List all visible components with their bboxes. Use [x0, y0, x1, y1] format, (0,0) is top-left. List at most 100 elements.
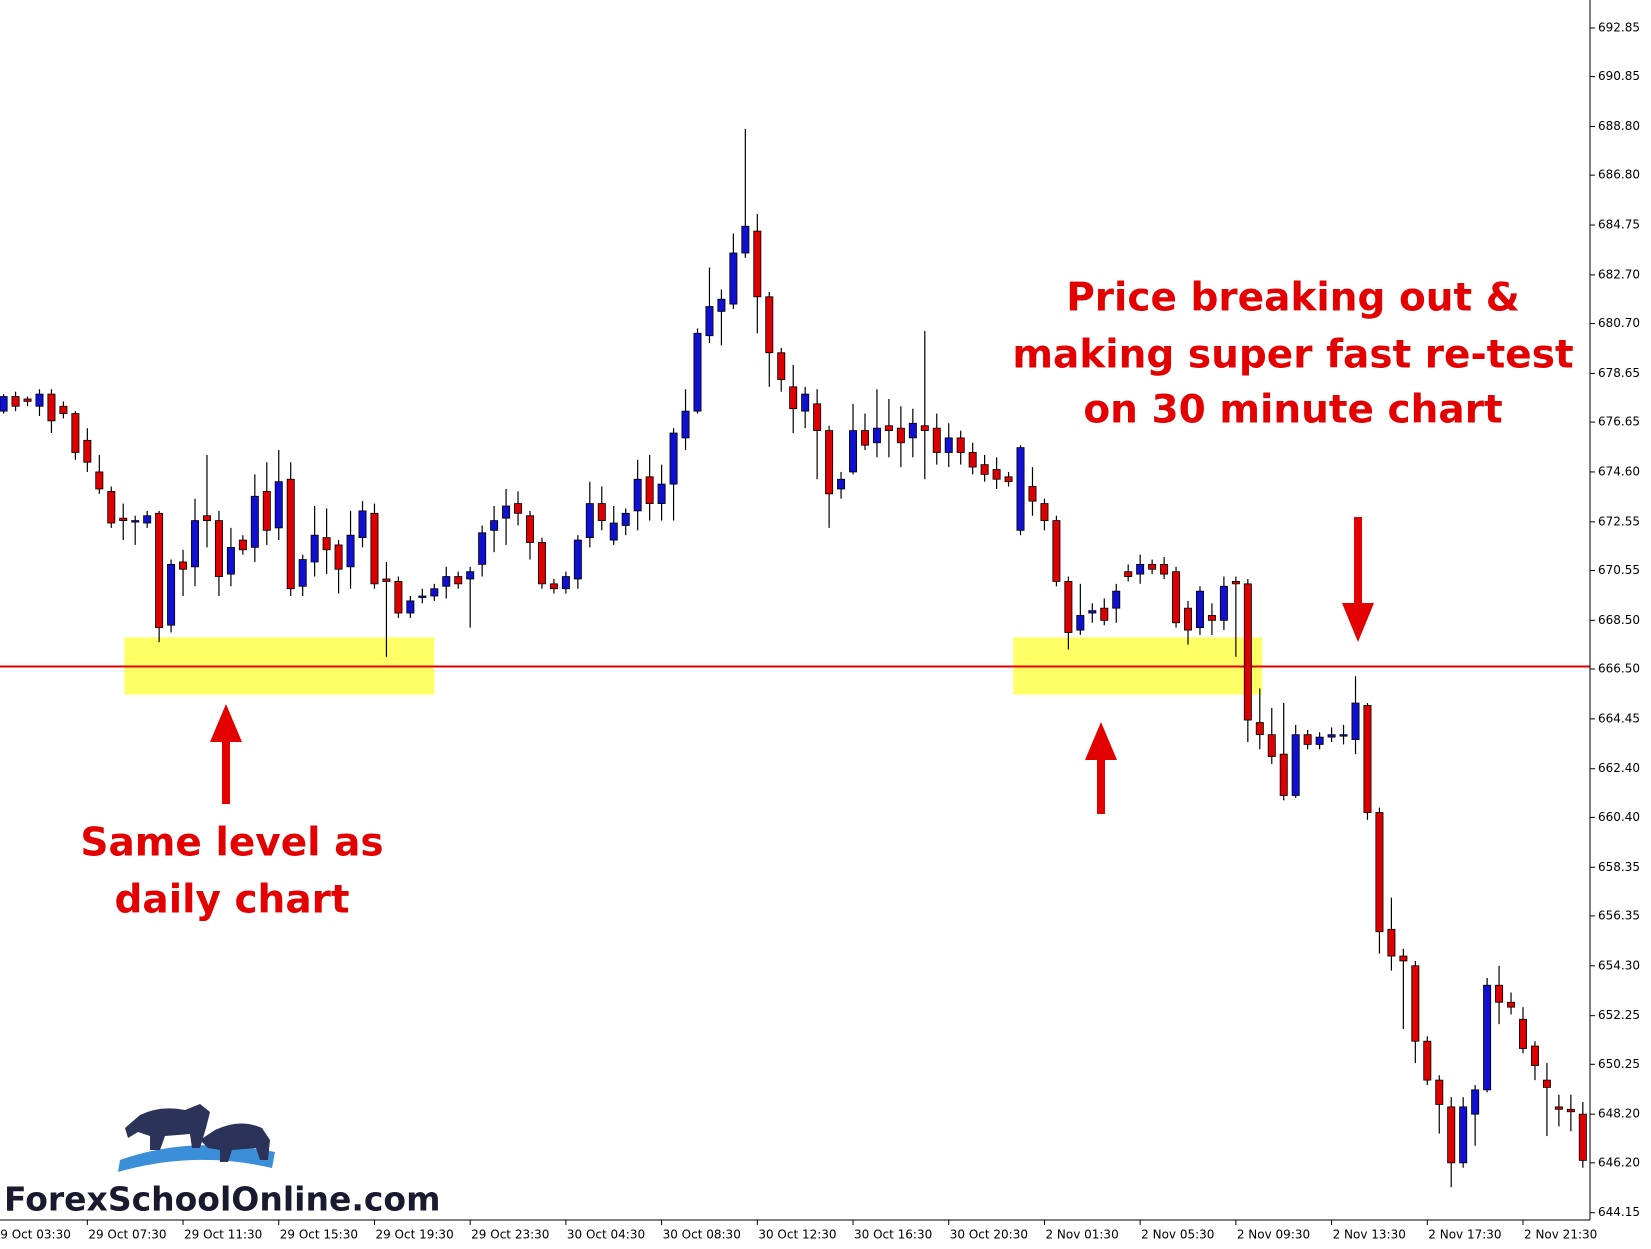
- candle-body: [1124, 571, 1133, 577]
- y-tick-label: 648.20: [1598, 1107, 1640, 1121]
- x-tick-label: 2 Nov 17:30: [1428, 1228, 1501, 1242]
- candle-body: [669, 432, 678, 485]
- candle-body: [226, 546, 235, 575]
- candle-body: [585, 503, 594, 539]
- candle-body: [430, 588, 439, 597]
- arrows: [210, 517, 1374, 814]
- logo: ForexSchoolOnline.com: [4, 1104, 441, 1219]
- candle-body: [657, 483, 666, 504]
- logo-text: ForexSchoolOnline.com: [4, 1180, 441, 1219]
- candle-body: [1363, 705, 1372, 813]
- candle-body: [1279, 753, 1288, 796]
- x-tick-label: 2 Nov 21:30: [1524, 1228, 1597, 1242]
- zones: [0, 637, 1590, 695]
- candle-body: [514, 503, 523, 514]
- candle-body: [717, 298, 726, 312]
- y-tick-label: 656.35: [1598, 908, 1640, 922]
- candle-body: [59, 405, 68, 414]
- x-tick-label: 29 Oct 19:30: [375, 1228, 453, 1242]
- candle-body: [1267, 734, 1276, 757]
- candle-body: [1172, 571, 1181, 624]
- candle-body: [753, 230, 762, 298]
- candle-body: [1231, 581, 1240, 585]
- logo-bear: [200, 1123, 270, 1162]
- candle-body: [23, 398, 32, 402]
- x-tick-label: 2 Nov 01:30: [1045, 1228, 1118, 1242]
- candle-body: [191, 520, 200, 568]
- candle-body: [1255, 722, 1264, 736]
- candle-body: [0, 396, 8, 412]
- candle-body: [681, 410, 690, 439]
- candle-body: [298, 559, 307, 587]
- candle-body: [95, 471, 104, 490]
- candle-body: [442, 576, 451, 587]
- y-tick-label: 650.25: [1598, 1057, 1640, 1071]
- logo-swoosh: [118, 1145, 275, 1172]
- candle-body: [705, 306, 714, 337]
- candle-body: [573, 539, 582, 580]
- candle-body: [1411, 965, 1420, 1042]
- candle-body: [621, 512, 630, 526]
- candle-body: [837, 478, 846, 490]
- y-tick-label: 680.70: [1598, 316, 1640, 330]
- candle-body: [1136, 563, 1145, 575]
- candle-body: [693, 332, 702, 412]
- candle-body: [466, 571, 475, 580]
- candle-body: [1530, 1045, 1539, 1066]
- candle-body: [1076, 615, 1085, 631]
- candle-body: [334, 544, 343, 570]
- candle-body: [250, 495, 259, 548]
- y-tick-label: 664.45: [1598, 711, 1640, 725]
- candle-body: [1423, 1040, 1432, 1081]
- candle-body: [1052, 520, 1061, 582]
- candle-body: [1315, 736, 1324, 745]
- candle-body: [119, 517, 128, 521]
- candle-body: [1519, 1018, 1527, 1049]
- candle-body: [143, 515, 152, 524]
- candle-body: [262, 491, 271, 531]
- arrow-head: [1342, 603, 1374, 642]
- candle-body: [179, 561, 188, 570]
- annotation-text: daily chart: [114, 878, 349, 923]
- candle-body: [322, 537, 331, 551]
- y-tick-label: 692.85: [1598, 20, 1640, 34]
- annotation-text: Same level as: [80, 821, 383, 866]
- candle-body: [35, 393, 44, 407]
- y-tick-label: 652.25: [1598, 1008, 1640, 1022]
- candle-body: [1327, 734, 1336, 738]
- candle-body: [956, 437, 965, 453]
- candle-body: [741, 225, 750, 254]
- candle-body: [645, 476, 654, 504]
- candle-body: [1566, 1108, 1575, 1113]
- candle-body: [729, 252, 738, 305]
- y-tick-label: 674.60: [1598, 464, 1640, 478]
- candle-body: [83, 439, 92, 463]
- y-tick-label: 672.55: [1598, 514, 1640, 528]
- candle-body: [920, 425, 929, 431]
- candle-body: [1184, 607, 1193, 631]
- candle-body: [932, 427, 941, 453]
- candle-body: [1195, 590, 1204, 629]
- y-tick-label: 646.20: [1598, 1155, 1640, 1169]
- candle-body: [1016, 447, 1025, 531]
- candle-body: [980, 464, 989, 475]
- candle-body: [1435, 1079, 1444, 1105]
- candle-body: [382, 578, 391, 582]
- candle-body: [1542, 1079, 1551, 1088]
- arrow-head: [1085, 722, 1117, 760]
- x-tick-label: 30 Oct 16:30: [854, 1228, 932, 1242]
- y-tick-label: 686.80: [1598, 168, 1640, 182]
- candle-body: [1243, 583, 1252, 721]
- x-tick-label: 29 Oct 03:30: [0, 1228, 71, 1242]
- candle-body: [609, 522, 618, 541]
- candle-body: [47, 393, 56, 422]
- candle-body: [992, 469, 1001, 480]
- candle-body: [561, 576, 570, 590]
- candle-body: [286, 478, 295, 590]
- x-tick-label: 29 Oct 11:30: [184, 1228, 262, 1242]
- logo-bull: [125, 1104, 210, 1150]
- candle-body: [801, 393, 810, 412]
- y-tick-label: 682.70: [1598, 267, 1640, 281]
- candle-body: [370, 512, 379, 585]
- candle-body: [394, 581, 403, 614]
